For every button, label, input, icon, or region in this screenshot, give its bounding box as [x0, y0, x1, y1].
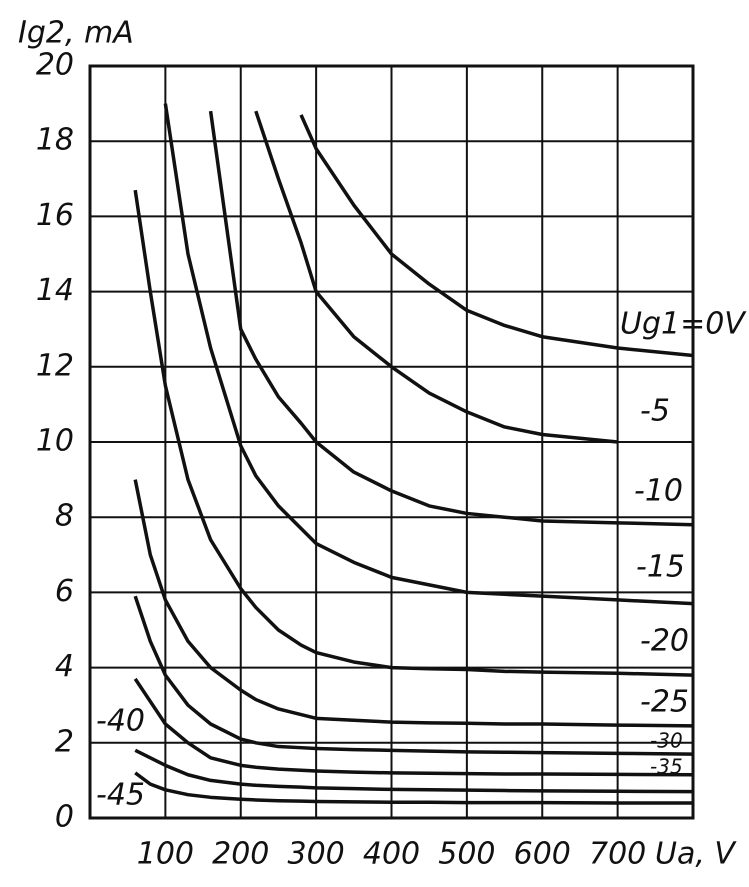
curve — [254, 110, 618, 444]
y-tick-label: 6 — [55, 574, 74, 609]
curve-label: Ug1=0V — [620, 307, 747, 342]
y-tick-label: 0 — [55, 800, 74, 835]
x-tick-label: 300 — [287, 837, 344, 872]
curve-label: -30 — [650, 729, 683, 753]
curve-label: -35 — [650, 755, 683, 779]
x-tick-label: 500 — [438, 837, 495, 872]
curve — [134, 748, 694, 794]
x-tick-label: 700 — [589, 837, 646, 872]
curve-label: -5 — [640, 394, 670, 429]
curve — [133, 189, 694, 677]
curve-label: -10 — [634, 474, 683, 509]
curve-label: -45 — [96, 778, 145, 813]
curve — [133, 677, 694, 777]
curve-label: -25 — [640, 685, 689, 720]
y-tick-label: 12 — [36, 348, 74, 383]
curve — [163, 103, 694, 606]
y-tick-label: 2 — [55, 724, 74, 759]
x-tick-label: 600 — [514, 837, 571, 872]
curve — [133, 479, 694, 728]
curve-label: -40 — [96, 704, 145, 739]
curve — [299, 114, 694, 358]
y-tick-label: 18 — [36, 123, 74, 158]
y-axis-label: Ig2, mA — [18, 16, 134, 51]
x-tick-label: 100 — [137, 837, 194, 872]
y-tick-label: 16 — [36, 198, 74, 233]
y-tick-label: 14 — [36, 273, 74, 308]
y-tick-label: 10 — [36, 424, 74, 459]
x-axis-label: Ua, V — [655, 837, 737, 872]
x-tick-label: 200 — [212, 837, 269, 872]
curve — [134, 771, 693, 805]
curve-label: -20 — [640, 624, 689, 659]
y-tick-label: 4 — [55, 649, 74, 684]
curve — [133, 595, 694, 756]
y-tick-label: 20 — [36, 48, 74, 83]
x-tick-label: 400 — [363, 837, 420, 872]
curve-label: -15 — [636, 550, 685, 585]
curve — [208, 110, 694, 527]
y-tick-label: 8 — [55, 499, 74, 534]
